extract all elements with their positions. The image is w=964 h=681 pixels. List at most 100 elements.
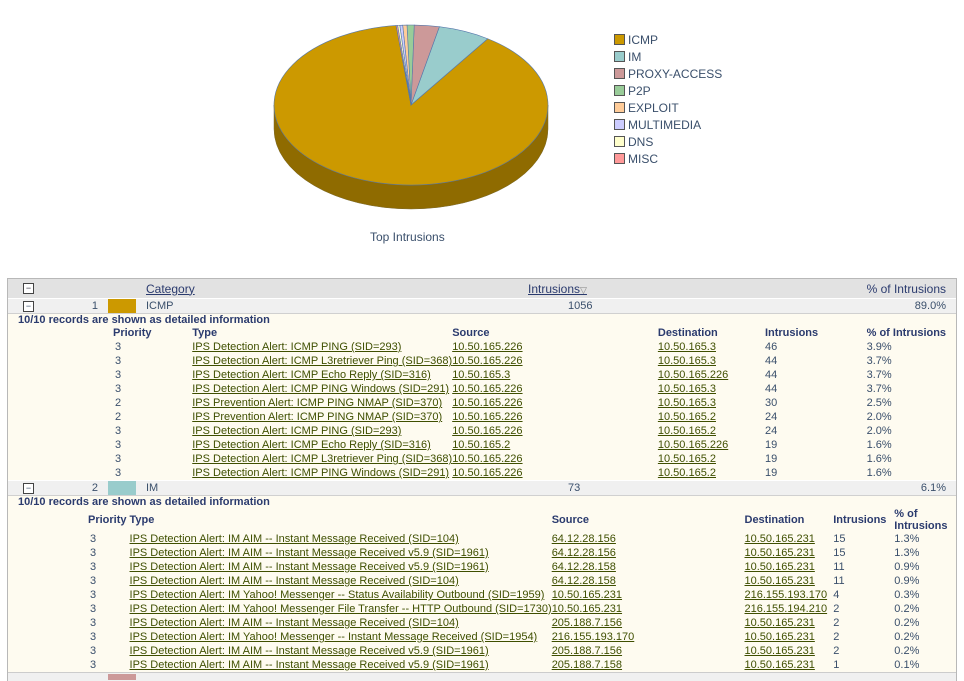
legend-swatch — [614, 85, 625, 96]
destination-ip-link[interactable]: 10.50.165.2 — [657, 411, 716, 423]
table-cell: 19 — [764, 467, 778, 479]
source-ip-link[interactable]: 216.155.193.170 — [551, 631, 635, 643]
alert-type-link[interactable]: IPS Detection Alert: ICMP PING Windows (… — [192, 383, 450, 395]
table-cell: 205.188.7.158 — [552, 658, 745, 672]
alert-type-link[interactable]: IPS Detection Alert: ICMP L3retriever Pi… — [192, 355, 453, 367]
alert-type-link[interactable]: IPS Detection Alert: IM Yahoo! Messenger… — [129, 589, 545, 601]
destination-ip-link[interactable]: 10.50.165.231 — [744, 561, 815, 573]
source-ip-link[interactable]: 64.12.28.156 — [551, 547, 616, 559]
table-cell: 10.50.165.231 — [745, 644, 834, 658]
alert-type-link[interactable]: IPS Prevention Alert: ICMP PING NMAP (SI… — [192, 397, 443, 409]
table-cell: 3 — [90, 547, 97, 559]
table-cell: 10.50.165.3 — [658, 354, 765, 368]
legend-label: MISC — [628, 151, 658, 166]
destination-ip-link[interactable]: 10.50.165.2 — [657, 467, 716, 479]
destination-ip-link[interactable]: 10.50.165.231 — [744, 547, 815, 559]
destination-ip-link[interactable]: 10.50.165.231 — [744, 575, 815, 587]
alert-type-link[interactable]: IPS Detection Alert: IM AIM -- Instant M… — [129, 561, 489, 573]
alert-type-link[interactable]: IPS Detection Alert: IM AIM -- Instant M… — [129, 659, 489, 671]
table-row: 3 IPS Detection Alert: ICMP PING Windows … — [113, 382, 956, 396]
table-row: 2 IPS Prevention Alert: ICMP PING NMAP (S… — [113, 410, 956, 424]
alert-type-link[interactable]: IPS Detection Alert: IM AIM -- Instant M… — [129, 575, 459, 587]
source-ip-link[interactable]: 10.50.165.226 — [452, 397, 523, 409]
alert-type-link[interactable]: IPS Detection Alert: ICMP PING (SID=293) — [192, 341, 402, 353]
destination-ip-link[interactable]: 10.50.165.3 — [657, 341, 716, 353]
source-ip-link[interactable]: 10.50.165.231 — [551, 603, 623, 615]
category-pct: 89.0% — [914, 300, 946, 312]
collapse-all-icon[interactable]: − — [23, 283, 34, 294]
table-cell: 10.50.165.2 — [658, 466, 765, 480]
source-ip-link[interactable]: 10.50.165.2 — [452, 439, 511, 451]
source-ip-link[interactable]: 64.12.28.158 — [551, 575, 616, 587]
alert-type-link[interactable]: IPS Detection Alert: ICMP Echo Reply (SI… — [192, 369, 431, 381]
source-ip-link[interactable]: 10.50.165.3 — [452, 369, 511, 381]
alert-type-link[interactable]: IPS Detection Alert: IM AIM -- Instant M… — [129, 617, 459, 629]
alert-type-link[interactable]: IPS Detection Alert: IM AIM -- Instant M… — [129, 533, 459, 545]
source-ip-link[interactable]: 10.50.165.226 — [452, 341, 523, 353]
source-ip-link[interactable]: 64.12.28.158 — [551, 561, 616, 573]
alert-type-link[interactable]: IPS Detection Alert: ICMP Echo Reply (SI… — [192, 439, 431, 451]
destination-ip-link[interactable]: 10.50.165.3 — [657, 397, 716, 409]
table-cell: 10.50.165.2 — [658, 424, 765, 438]
category-sort-link[interactable]: Category — [146, 281, 195, 296]
source-ip-link[interactable]: 10.50.165.226 — [452, 383, 523, 395]
category-detail-icmp: 10/10 records are shown as detailed info… — [8, 313, 956, 480]
table-cell: 10.50.165.226 — [658, 368, 765, 382]
collapse-group-icon[interactable]: − — [23, 483, 34, 494]
column-header: Intrusions — [833, 514, 887, 526]
table-cell: 3 — [115, 425, 122, 437]
category-color-swatch — [108, 674, 136, 680]
source-ip-link[interactable]: 10.50.165.226 — [452, 425, 523, 437]
table-row: 3 IPS Detection Alert: IM Yahoo! Messenge… — [88, 630, 956, 644]
destination-ip-link[interactable]: 10.50.165.231 — [744, 645, 815, 657]
table-cell: 3 — [90, 659, 97, 671]
collapse-group-icon[interactable]: − — [23, 301, 34, 312]
destination-ip-link[interactable]: 10.50.165.231 — [744, 631, 815, 643]
category-row-im[interactable]: − 2 IM 73 6.1% — [8, 480, 956, 495]
source-ip-link[interactable]: 10.50.165.226 — [452, 453, 523, 465]
destination-ip-link[interactable]: 10.50.165.231 — [744, 533, 815, 545]
table-cell: 64.12.28.158 — [552, 560, 745, 574]
destination-ip-link[interactable]: 10.50.165.3 — [657, 383, 716, 395]
intrusions-sort-link[interactable]: Intrusions▽ — [528, 282, 587, 296]
alert-type-link[interactable]: IPS Detection Alert: ICMP PING Windows (… — [192, 467, 450, 479]
destination-ip-link[interactable]: 10.50.165.2 — [657, 453, 716, 465]
alert-type-link[interactable]: IPS Detection Alert: IM AIM -- Instant M… — [129, 547, 489, 559]
source-ip-link[interactable]: 205.188.7.156 — [551, 617, 623, 629]
source-ip-link[interactable]: 205.188.7.156 — [551, 645, 623, 657]
source-ip-link[interactable]: 10.50.165.226 — [452, 411, 523, 423]
detail-note: 10/10 records are shown as detailed info… — [18, 314, 270, 326]
destination-ip-link[interactable]: 10.50.165.226 — [657, 439, 729, 451]
destination-ip-link[interactable]: 10.50.165.3 — [657, 355, 716, 367]
destination-ip-link[interactable]: 10.50.165.231 — [744, 617, 815, 629]
source-ip-link[interactable]: 205.188.7.158 — [551, 659, 623, 671]
category-row-icmp[interactable]: − 1 ICMP 1056 89.0% — [8, 298, 956, 313]
alert-type-link[interactable]: IPS Detection Alert: ICMP L3retriever Pi… — [192, 453, 453, 465]
table-cell: IPS Detection Alert: IM AIM -- Instant M… — [130, 546, 552, 560]
table-row: 3 IPS Detection Alert: IM AIM -- Instant … — [88, 658, 956, 672]
source-ip-link[interactable]: 64.12.28.156 — [551, 533, 616, 545]
destination-ip-link[interactable]: 10.50.165.231 — [744, 659, 815, 671]
alert-type-link[interactable]: IPS Detection Alert: IM AIM -- Instant M… — [129, 645, 489, 657]
destination-ip-link[interactable]: 10.50.165.226 — [657, 369, 729, 381]
table-cell: 2.5% — [866, 397, 892, 409]
alert-type-link[interactable]: IPS Prevention Alert: ICMP PING NMAP (SI… — [192, 411, 443, 423]
alert-type-link[interactable]: IPS Detection Alert: IM Yahoo! Messenger… — [129, 631, 538, 643]
source-ip-link[interactable]: 10.50.165.226 — [452, 355, 523, 367]
column-header: Source — [551, 514, 589, 526]
column-header: Source — [452, 327, 490, 339]
table-cell: 2.0% — [866, 425, 892, 437]
table-cell: 2 — [833, 617, 840, 629]
table-row: 3 IPS Detection Alert: ICMP L3retriever P… — [113, 452, 956, 466]
destination-ip-link[interactable]: 10.50.165.2 — [657, 425, 716, 437]
category-rank: 1 — [91, 300, 98, 312]
alert-type-link[interactable]: IPS Detection Alert: IM Yahoo! Messenger… — [129, 603, 552, 615]
alert-type-link[interactable]: IPS Detection Alert: ICMP PING (SID=293) — [192, 425, 402, 437]
source-ip-link[interactable]: 10.50.165.231 — [551, 589, 623, 601]
destination-ip-link[interactable]: 216.155.193.170 — [744, 589, 828, 601]
destination-ip-link[interactable]: 216.155.194.210 — [744, 603, 828, 615]
source-ip-link[interactable]: 10.50.165.226 — [452, 467, 523, 479]
legend-swatch — [614, 153, 625, 164]
table-cell: 3 — [90, 533, 97, 545]
table-cell: 1.3% — [894, 547, 920, 559]
